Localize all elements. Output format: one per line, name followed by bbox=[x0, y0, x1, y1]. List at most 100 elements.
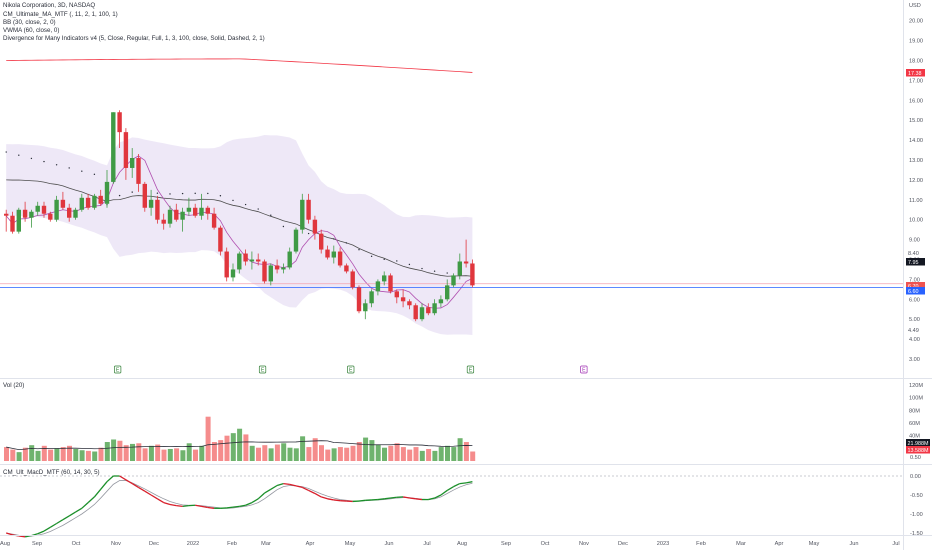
volume-bar bbox=[382, 447, 387, 461]
volume-axis-tick: 80M bbox=[909, 408, 920, 414]
earnings-marker-label: E bbox=[116, 368, 120, 374]
vwma-dot bbox=[408, 263, 411, 266]
volume-bar bbox=[48, 449, 54, 461]
volume-tag-label: 21.988M bbox=[908, 441, 929, 447]
volume-bar bbox=[306, 447, 312, 461]
macd-line-segment bbox=[93, 488, 102, 498]
volume-bar bbox=[35, 450, 41, 461]
price-axis-tick: 16.00 bbox=[909, 98, 923, 104]
macd-line-segment bbox=[390, 496, 397, 499]
price-axis-tick: 6.00 bbox=[909, 297, 920, 303]
volume-bar bbox=[218, 440, 224, 461]
macd-line-segment bbox=[176, 504, 183, 508]
price-tag-label: 8.40 bbox=[908, 251, 919, 257]
macd-line-segment bbox=[62, 515, 70, 521]
candle-body bbox=[407, 301, 412, 306]
candle-body bbox=[123, 132, 129, 168]
earnings-marker: E bbox=[258, 365, 267, 374]
vwma-dot bbox=[30, 157, 33, 160]
volume-bar bbox=[319, 445, 324, 461]
volume-bar bbox=[161, 449, 167, 461]
vwma-dot bbox=[358, 249, 360, 251]
macd-axis-tick: 0.00 bbox=[910, 474, 921, 480]
macd-line-segment bbox=[56, 519, 64, 525]
macd-line-segment bbox=[434, 494, 442, 499]
candle-body bbox=[104, 181, 110, 204]
time-axis-tick: Dec bbox=[618, 541, 628, 547]
macd-line-segment bbox=[333, 499, 341, 502]
volume-bar bbox=[356, 442, 362, 461]
macd-pane[interactable] bbox=[0, 475, 903, 538]
macd-line-segment bbox=[245, 502, 253, 506]
candle-body bbox=[92, 195, 97, 208]
macd-line-segment bbox=[264, 488, 272, 494]
volume-bar bbox=[262, 445, 268, 461]
vwma-dot bbox=[421, 267, 423, 270]
macd-line-segment bbox=[144, 490, 152, 496]
volume-bar bbox=[463, 442, 469, 461]
volume-pane[interactable] bbox=[4, 416, 476, 461]
volume-bar bbox=[419, 450, 425, 461]
macd-line-segment bbox=[207, 506, 215, 509]
volume-bar bbox=[243, 434, 249, 461]
macd-line-segment bbox=[358, 499, 366, 502]
candle-body bbox=[60, 199, 66, 208]
candle-body bbox=[262, 261, 267, 282]
time-axis-tick: 2023 bbox=[657, 541, 669, 547]
macd-line-segment bbox=[226, 506, 234, 509]
volume-bar bbox=[457, 438, 463, 461]
bollinger-basis-line bbox=[6, 179, 473, 277]
macd-line-segment bbox=[283, 482, 290, 486]
time-axis-tick: Apr bbox=[775, 541, 784, 547]
price-tag-label: 4.49 bbox=[908, 328, 919, 334]
symbol-title[interactable]: Nikola Corporation, 3D, NASDAQ bbox=[3, 2, 96, 9]
candle-body bbox=[180, 211, 185, 220]
indicator-legend-vwma[interactable]: VWMA (60, close, 0) bbox=[3, 27, 60, 34]
candle-body bbox=[463, 261, 469, 264]
macd-line-segment bbox=[87, 496, 95, 504]
volume-bar bbox=[41, 445, 47, 461]
volume-bar bbox=[123, 445, 129, 461]
vwma-dot bbox=[207, 192, 209, 195]
price-axis-tick: 9.00 bbox=[909, 238, 920, 244]
macd-line-segment bbox=[6, 532, 13, 536]
price-axis-tick: 14.00 bbox=[909, 138, 923, 144]
candle-body bbox=[142, 183, 147, 208]
candle-body bbox=[300, 199, 305, 230]
volume-bar bbox=[300, 436, 306, 461]
price-tag-box bbox=[906, 282, 925, 290]
earnings-marker: E bbox=[347, 365, 355, 374]
indicator-legend-bb[interactable]: BB (30, close, 2, 0) bbox=[3, 19, 56, 26]
candle-body bbox=[98, 195, 103, 204]
candle-body bbox=[419, 307, 425, 320]
macd-line-segment bbox=[201, 505, 208, 509]
earnings-marker-label: E bbox=[261, 368, 265, 374]
price-tag-label: 6.70 bbox=[908, 284, 919, 290]
volume-axis-tick: 40M bbox=[909, 434, 920, 440]
earnings-marker-box bbox=[114, 365, 122, 374]
candle-body bbox=[375, 281, 381, 292]
volume-tag-box bbox=[906, 446, 930, 454]
vwma-dot bbox=[383, 258, 385, 261]
earnings-marker-label: E bbox=[469, 368, 473, 374]
vwma-dot bbox=[333, 238, 335, 240]
candle-body bbox=[230, 269, 236, 278]
price-tag-label: 6.60 bbox=[908, 289, 919, 295]
macd-line-segment bbox=[377, 498, 385, 501]
macd-line-segment bbox=[68, 511, 76, 517]
time-axis-tick: Mar bbox=[261, 541, 271, 547]
macd-line-segment bbox=[295, 485, 303, 489]
macd-axis-tick: -0.50 bbox=[910, 493, 923, 499]
indicator-legend-ultimate-ma[interactable]: CM_Ultimate_MA_MTF (, 11, 2, 1, 100, 1) bbox=[3, 11, 118, 18]
candle-body bbox=[111, 112, 116, 182]
vwma-dot bbox=[307, 232, 310, 235]
vwma-dot bbox=[5, 151, 7, 153]
candle-body bbox=[337, 251, 343, 266]
earnings-marker-box bbox=[258, 365, 267, 374]
macd-line-segment bbox=[257, 492, 265, 500]
vwma-dot bbox=[282, 225, 285, 228]
candle-body bbox=[211, 213, 217, 228]
indicator-legend-divergence[interactable]: Divergence for Many Indicators v4 (5, Cl… bbox=[3, 35, 265, 42]
